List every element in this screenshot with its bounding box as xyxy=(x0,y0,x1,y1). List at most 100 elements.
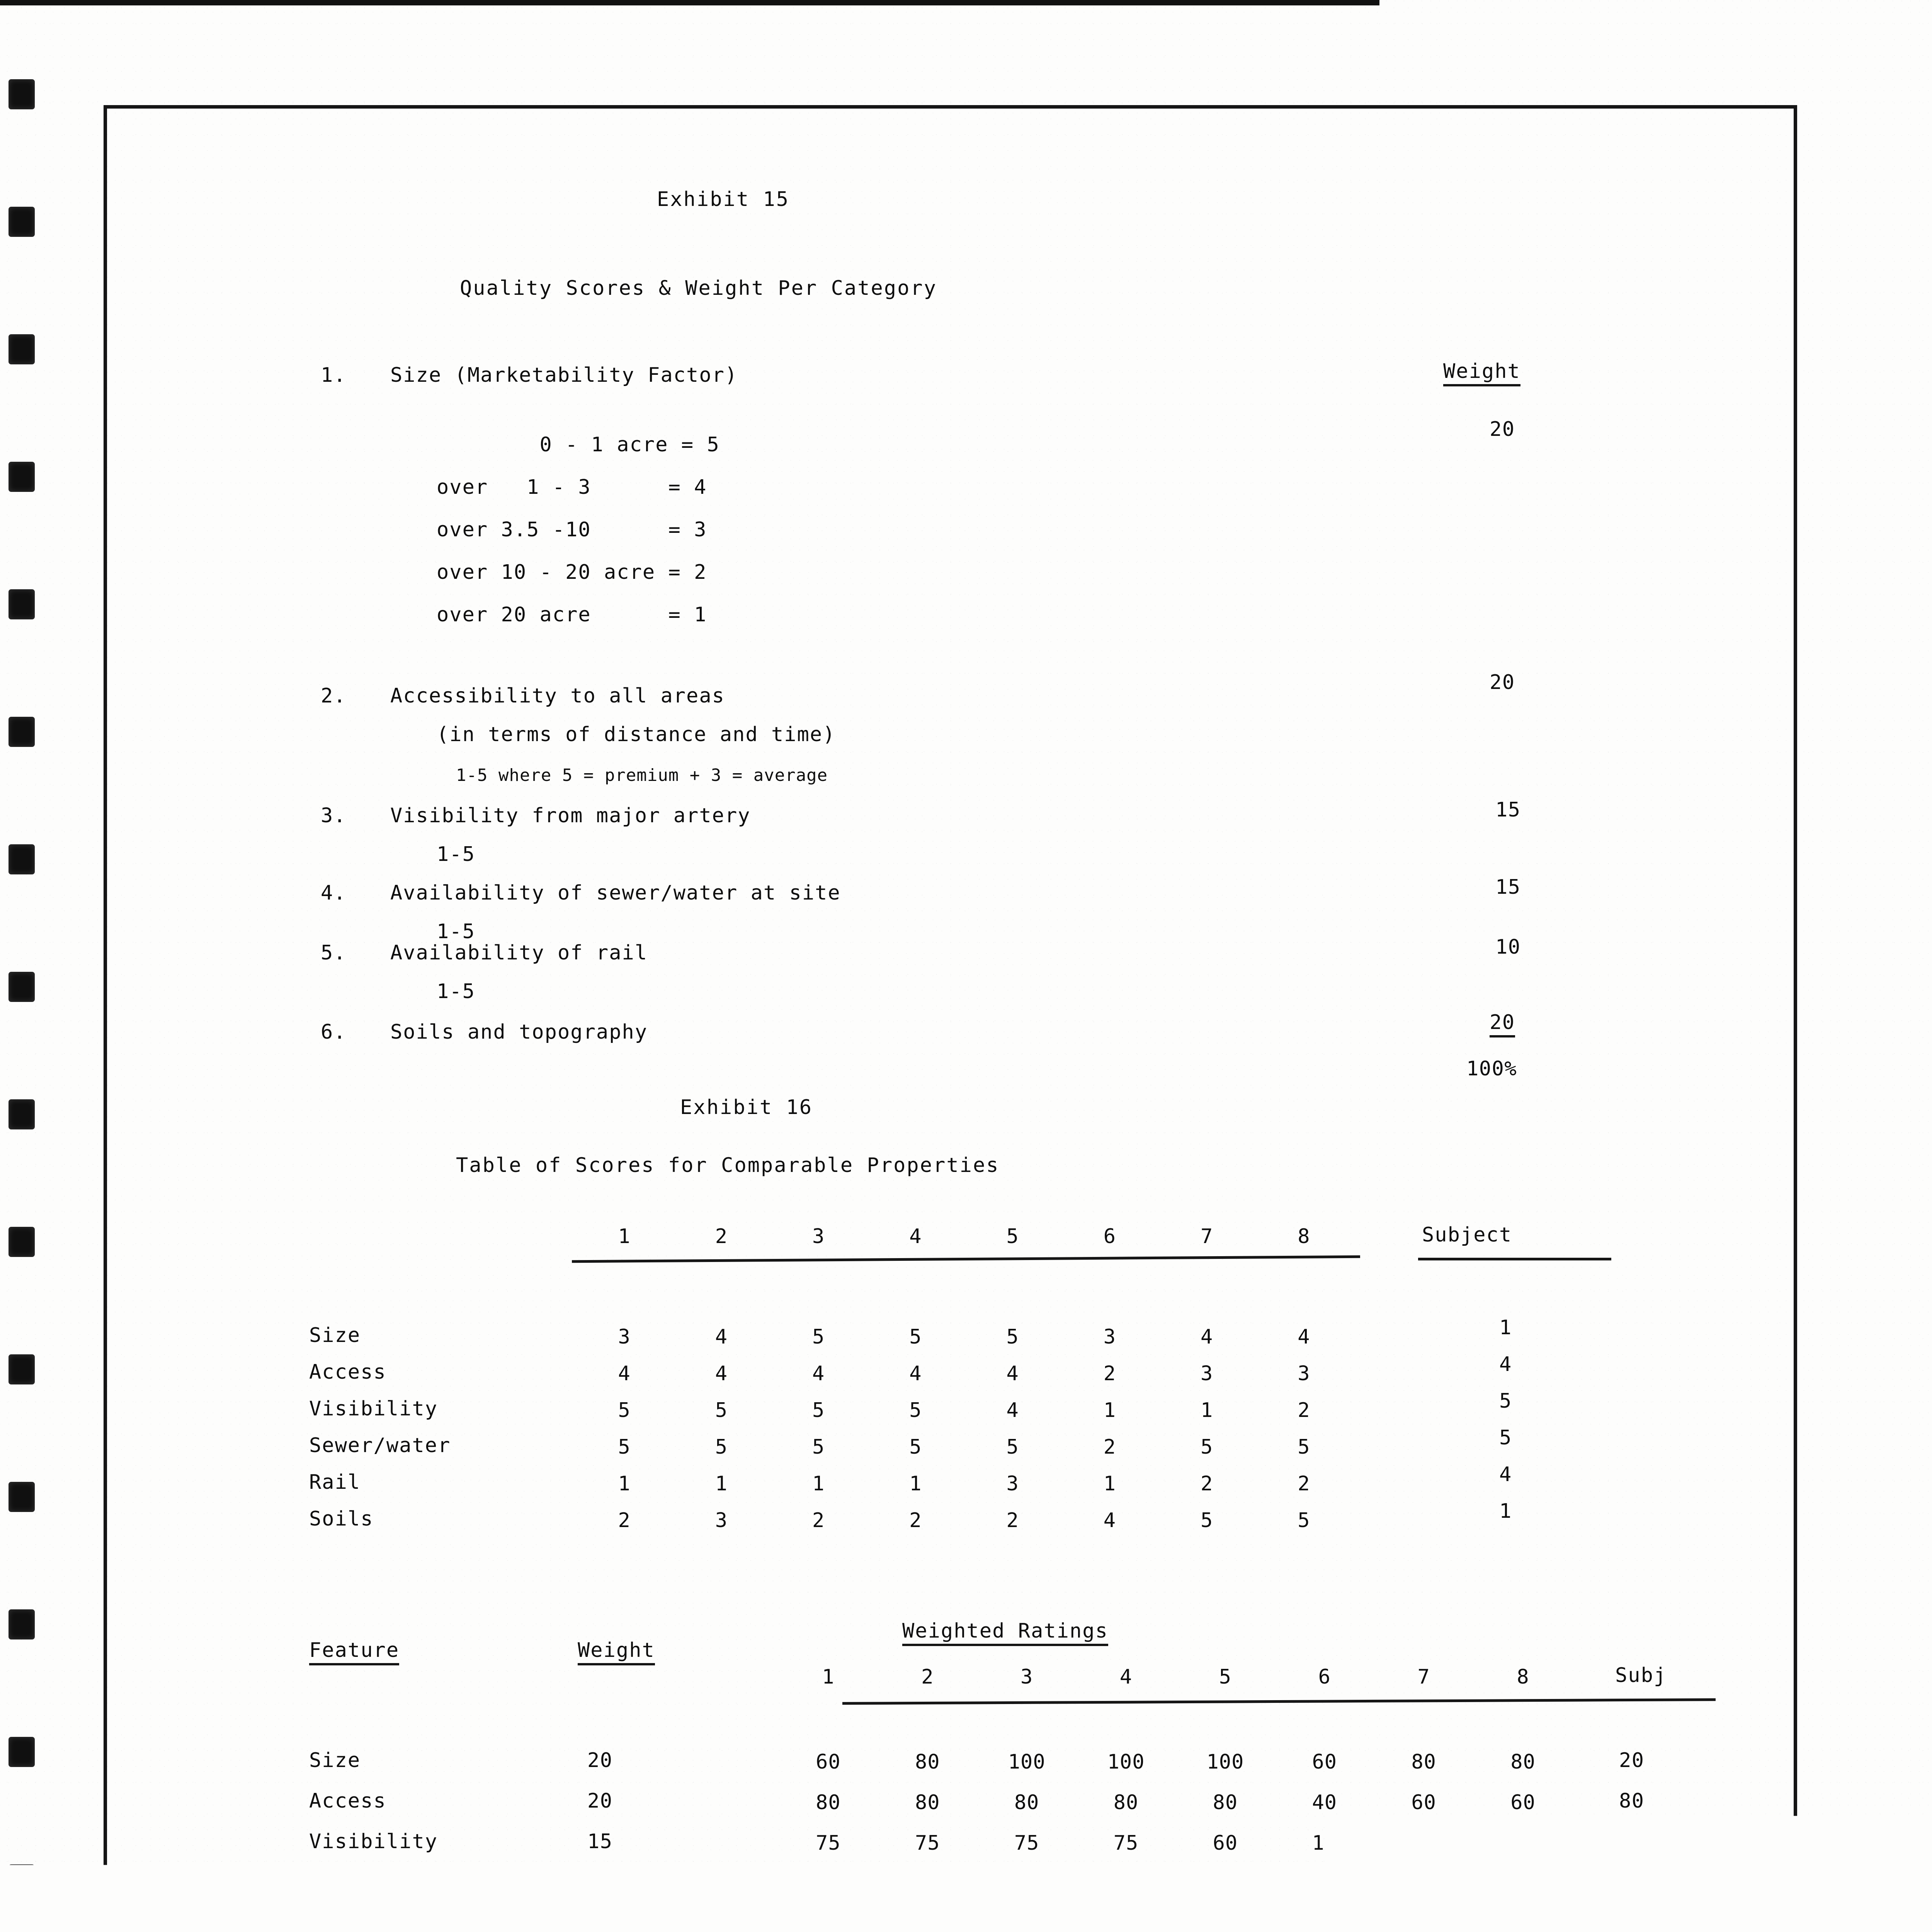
score-cell: 2 xyxy=(1255,1399,1352,1422)
score-cell: 2 xyxy=(576,1509,673,1532)
weighted-col-header: 6 xyxy=(1275,1665,1374,1689)
score-cell: 3 xyxy=(576,1325,673,1349)
scores-col-header: 5 xyxy=(964,1225,1061,1248)
weighted-cell: 80 xyxy=(977,1791,1077,1814)
scores-table-row: 5 5 5 5 4 1 1 2 xyxy=(576,1399,1352,1422)
score-subject-cell: 1 xyxy=(1499,1318,1512,1338)
scores-subject-rule xyxy=(1418,1258,1611,1260)
exhibit15-item-6-label: Soils and topography xyxy=(390,1022,648,1042)
score-subject-cell: 5 xyxy=(1499,1391,1512,1411)
exhibit15-item-3-scale: 1-5 xyxy=(437,844,475,864)
exhibit15-item-4-scale: 1-5 xyxy=(437,922,475,942)
weighted-feature-header: Feature xyxy=(309,1640,399,1665)
score-cell: 4 xyxy=(1255,1325,1352,1349)
score-cell: 5 xyxy=(867,1435,964,1459)
score-cell: 1 xyxy=(1061,1399,1158,1422)
score-cell: 4 xyxy=(1061,1509,1158,1532)
weighted-cell: 75 xyxy=(1176,1872,1275,1895)
weighted-cell: 75 xyxy=(977,1872,1077,1895)
weighted-cell: 75 xyxy=(878,1872,977,1895)
scores-table-header: 1 2 3 4 5 6 7 8 xyxy=(576,1225,1352,1248)
score-cell: 3 xyxy=(673,1509,770,1532)
weighted-cell: 30 xyxy=(1176,1913,1275,1932)
score-cell: 5 xyxy=(576,1399,673,1422)
exhibit15-item-4-number: 4. xyxy=(321,883,347,903)
score-cell: 3 xyxy=(1061,1325,1158,1349)
weighted-cell: 75 xyxy=(878,1832,977,1855)
score-cell: 2 xyxy=(1158,1472,1255,1495)
weighted-cell: 100 xyxy=(1473,1913,1573,1932)
weighted-cell: 80 xyxy=(1473,1750,1573,1774)
score-cell: 4 xyxy=(576,1362,673,1385)
scores-table-row: 4 4 4 4 4 2 3 3 xyxy=(576,1362,1352,1385)
score-cell: 4 xyxy=(770,1362,867,1385)
exhibit15-item-1-label: Size (Marketability Factor) xyxy=(390,365,738,385)
score-cell: 5 xyxy=(867,1325,964,1349)
weighted-col-header: 8 xyxy=(1473,1665,1573,1689)
score-cell: 2 xyxy=(964,1509,1061,1532)
exhibit15-item-5-weight: 10 xyxy=(1495,937,1521,957)
weighted-cell: 15 xyxy=(1374,1832,1473,1855)
weighted-row-label: Rail xyxy=(309,1913,361,1932)
score-cell: 5 xyxy=(770,1435,867,1459)
weighted-table-row: 10 10 10 10 30 10 20 100 xyxy=(779,1913,1573,1932)
exhibit15-item-2-note-scale: 1-5 where 5 = premium + 3 = average xyxy=(456,767,828,784)
weighted-row-weight: 15 xyxy=(587,1872,613,1892)
scores-col-header: 6 xyxy=(1061,1225,1158,1248)
size-range-row: 0 - 1 acre = 5 xyxy=(437,435,720,455)
score-cell: 5 xyxy=(964,1435,1061,1459)
score-cell: 4 xyxy=(964,1362,1061,1385)
weighted-cell: 100 xyxy=(1077,1750,1176,1774)
weighted-row-weight: 10 xyxy=(587,1913,613,1932)
score-cell: 5 xyxy=(770,1325,867,1349)
score-cell: 2 xyxy=(1061,1362,1158,1385)
weighted-cell: 60 xyxy=(779,1750,878,1774)
exhibit16-subheading: Table of Scores for Comparable Propertie… xyxy=(456,1155,1000,1175)
binder-punch-mark xyxy=(9,1482,35,1512)
exhibit16-heading: Exhibit 16 xyxy=(680,1097,813,1117)
exhibit15-item-2-note-distance: (in terms of distance and time) xyxy=(437,724,836,745)
binder-punch-mark xyxy=(9,717,35,747)
weighted-cell: 75 xyxy=(779,1872,878,1895)
exhibit15-item-3-number: 3. xyxy=(321,806,347,826)
weighted-table-row: 75 75 75 75 60 15 15 30 xyxy=(779,1832,1573,1855)
weighted-cell: 75 xyxy=(1077,1832,1176,1855)
scores-col-header: 7 xyxy=(1158,1225,1255,1248)
scores-table-row: 3 4 5 5 5 3 4 4 xyxy=(576,1325,1352,1349)
weighted-cell: 30 xyxy=(1275,1872,1374,1895)
exhibit15-item-6-number: 6. xyxy=(321,1022,347,1042)
exhibit15-heading: Exhibit 15 xyxy=(657,189,789,209)
score-subject-cell: 4 xyxy=(1499,1354,1512,1374)
weighted-row-weight: 20 xyxy=(587,1750,613,1770)
weighted-subject-header: Subj xyxy=(1615,1665,1667,1685)
binder-punch-mark xyxy=(9,1864,35,1895)
score-cell: 3 xyxy=(1255,1362,1352,1385)
weight-total-value: 100% xyxy=(1466,1059,1517,1079)
exhibit15-item-3-label: Visibility from major artery xyxy=(390,806,751,826)
weighted-cell: 80 xyxy=(779,1791,878,1814)
exhibit15-item-1-number: 1. xyxy=(321,365,347,385)
weighted-cell: 100 xyxy=(1176,1750,1275,1774)
weighted-cell: 60 xyxy=(1374,1791,1473,1814)
binder-punch-mark xyxy=(9,462,35,492)
score-cell: 1 xyxy=(1158,1399,1255,1422)
score-cell: 2 xyxy=(867,1509,964,1532)
weighted-row-weight: 15 xyxy=(587,1832,613,1852)
score-cell: 1 xyxy=(576,1472,673,1495)
weighted-cell: 30 xyxy=(1473,1832,1573,1855)
score-cell: 5 xyxy=(673,1435,770,1459)
scores-subject-header: Subject xyxy=(1422,1225,1512,1245)
exhibit15-item-6-weight: 20 xyxy=(1490,1012,1515,1037)
score-subject-cell: 5 xyxy=(1499,1428,1512,1448)
score-cell: 2 xyxy=(1061,1435,1158,1459)
binder-punch-mark xyxy=(9,207,35,237)
scores-table-row: 5 5 5 5 5 2 5 5 xyxy=(576,1435,1352,1459)
weighted-row-label: Visibility xyxy=(309,1832,438,1852)
binder-punch-mark xyxy=(9,1099,35,1129)
scores-col-header: 3 xyxy=(770,1225,867,1248)
score-cell: 4 xyxy=(673,1362,770,1385)
weighted-cell: 10 xyxy=(878,1913,977,1932)
score-cell: 5 xyxy=(1255,1435,1352,1459)
binder-punch-mark xyxy=(9,1227,35,1257)
weighted-cell: 75 xyxy=(1374,1872,1473,1895)
